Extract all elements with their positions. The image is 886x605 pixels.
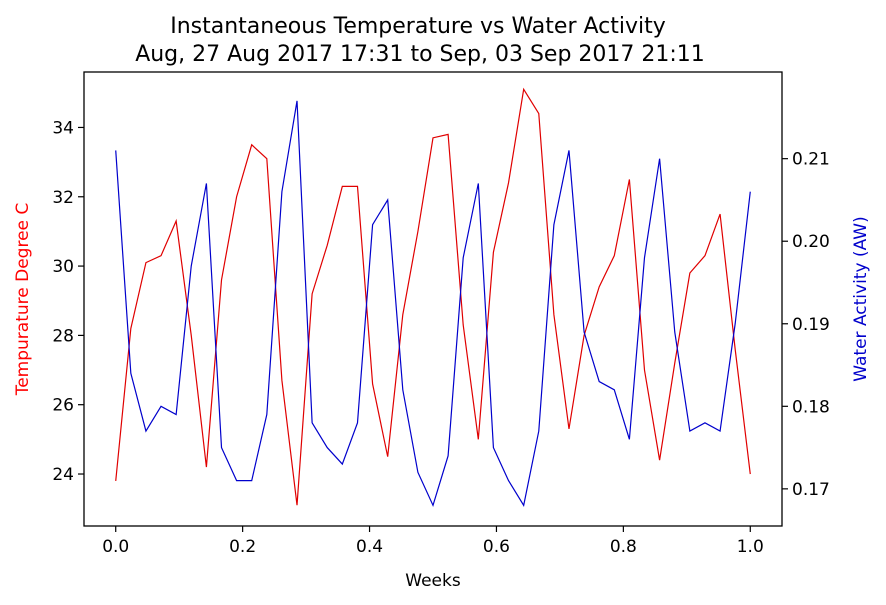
x-axis-label: Weeks <box>405 571 461 591</box>
temperature-line <box>115 87 751 506</box>
water-activity-line <box>115 100 751 508</box>
x-tick-label: 0.2 <box>229 537 256 557</box>
right-y-tick-label: 0.19 <box>792 315 830 335</box>
plot-frame <box>83 71 783 527</box>
water-activity-series <box>115 100 751 508</box>
left-y-tick-label: 32 <box>52 188 74 208</box>
chart-title: Instantaneous Temperature vs Water Activ… <box>170 14 666 39</box>
chart-subtitle: Aug, 27 Aug 2017 17:31 to Sep, 03 Sep 20… <box>135 42 705 67</box>
right-y-tick-label: 0.20 <box>792 232 830 252</box>
left-y-axis-label: Tempurature Degree C <box>13 203 33 397</box>
right-y-axis-ticks: 0.17 0.18 0.19 0.20 0.21 <box>782 150 830 500</box>
x-tick-label: 0.6 <box>483 537 510 557</box>
left-y-tick-label: 26 <box>52 396 74 416</box>
left-y-tick-label: 34 <box>52 118 74 138</box>
right-y-tick-label: 0.17 <box>792 480 830 500</box>
right-y-tick-label: 0.18 <box>792 397 830 417</box>
right-y-tick-label: 0.21 <box>792 150 830 170</box>
temperature-series <box>115 87 751 506</box>
left-y-axis-ticks: 24 26 28 30 32 34 <box>52 118 84 485</box>
right-y-axis-label: Water Activity (AW) <box>851 216 871 381</box>
left-y-tick-label: 24 <box>52 465 74 485</box>
x-tick-label: 0.0 <box>102 537 129 557</box>
left-y-tick-label: 30 <box>52 257 74 277</box>
x-tick-label: 0.8 <box>610 537 637 557</box>
left-y-tick-label: 28 <box>52 326 74 346</box>
x-tick-label: 0.4 <box>356 537 383 557</box>
x-tick-label: 1.0 <box>737 537 764 557</box>
x-axis-ticks: 0.0 0.2 0.4 0.6 0.8 1.0 <box>102 526 764 557</box>
